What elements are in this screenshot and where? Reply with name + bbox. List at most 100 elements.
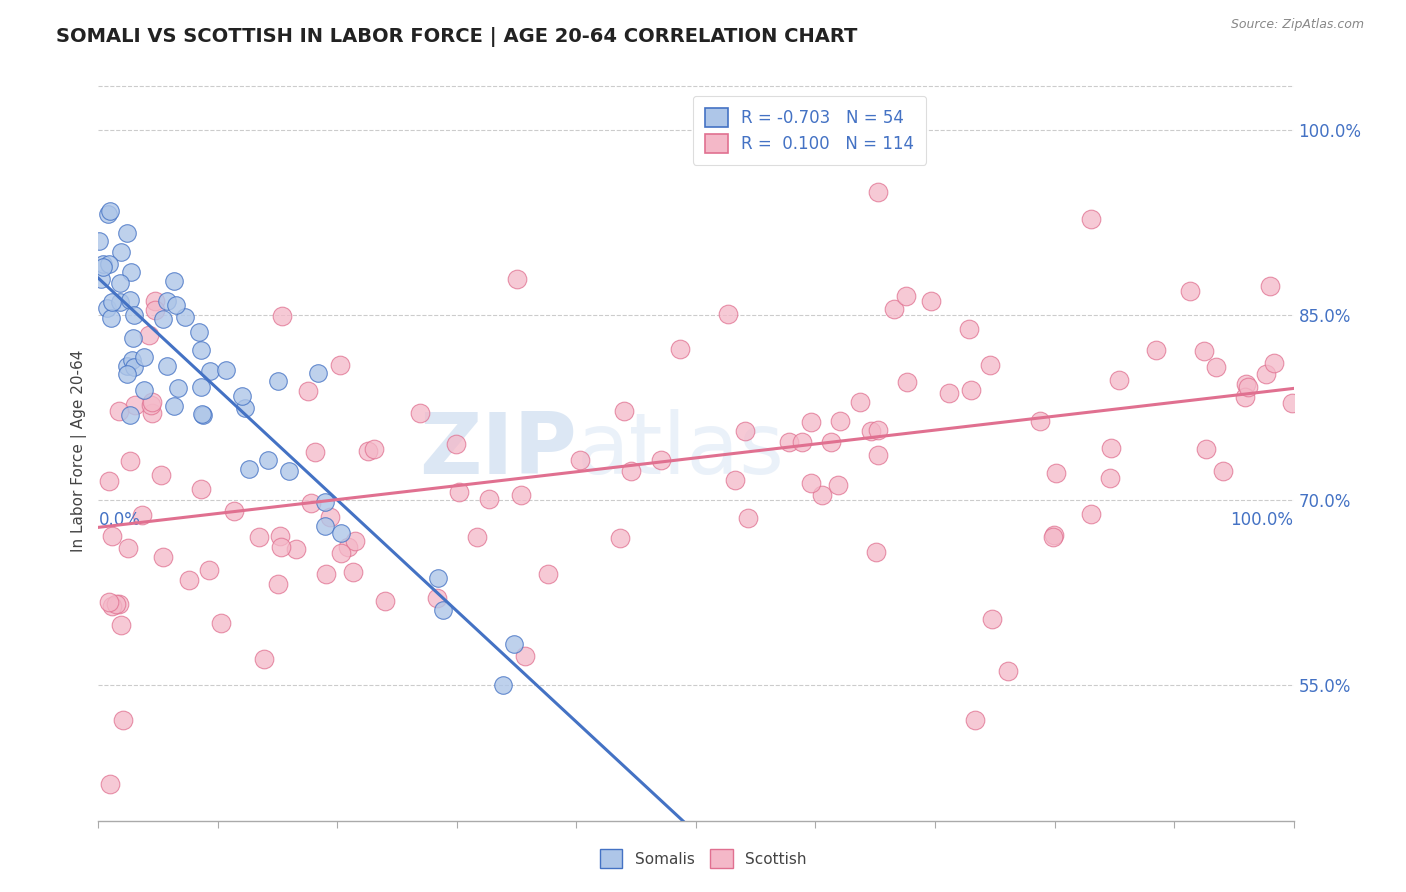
- Point: [121, 352, 143, 367]
- Point: [101, 599, 124, 614]
- Point: [198, 364, 221, 378]
- Point: [117, 541, 139, 555]
- Point: [1254, 367, 1277, 381]
- Point: [734, 425, 756, 439]
- Point: [1234, 390, 1257, 404]
- Point: [122, 308, 145, 322]
- Point: [107, 403, 129, 417]
- Point: [120, 265, 142, 279]
- Point: [669, 342, 692, 356]
- Text: 0.0%: 0.0%: [98, 511, 141, 529]
- Point: [790, 435, 813, 450]
- Point: [269, 529, 291, 543]
- Point: [920, 293, 942, 308]
- Point: [91, 260, 114, 275]
- Point: [304, 445, 326, 459]
- Point: [811, 487, 834, 501]
- Point: [409, 406, 432, 420]
- Point: [124, 359, 146, 374]
- Point: [124, 398, 146, 412]
- Point: [284, 542, 307, 557]
- Point: [193, 409, 215, 423]
- Point: [307, 366, 329, 380]
- Point: [93, 257, 115, 271]
- Point: [1205, 359, 1227, 374]
- Point: [432, 603, 454, 617]
- Point: [149, 467, 172, 482]
- Point: [224, 503, 246, 517]
- Point: [938, 386, 960, 401]
- Point: [737, 511, 759, 525]
- Point: [894, 289, 917, 303]
- Point: [799, 476, 821, 491]
- Point: [492, 678, 515, 692]
- Point: [233, 401, 256, 416]
- Point: [650, 453, 672, 467]
- Point: [143, 294, 166, 309]
- Point: [820, 434, 842, 449]
- Point: [1043, 528, 1066, 542]
- Point: [329, 526, 352, 541]
- Point: [120, 293, 142, 308]
- Point: [1237, 380, 1260, 394]
- Text: ZIP: ZIP: [419, 409, 576, 492]
- Point: [447, 484, 470, 499]
- Point: [117, 367, 139, 381]
- Point: [465, 530, 488, 544]
- Point: [108, 597, 131, 611]
- Point: [1258, 278, 1281, 293]
- Point: [427, 572, 450, 586]
- Text: SOMALI VS SCOTTISH IN LABOR FORCE | AGE 20-64 CORRELATION CHART: SOMALI VS SCOTTISH IN LABOR FORCE | AGE …: [56, 27, 858, 46]
- Point: [363, 442, 385, 457]
- Point: [828, 414, 851, 428]
- Point: [963, 713, 986, 727]
- Point: [198, 563, 221, 577]
- Point: [537, 567, 560, 582]
- Text: Source: ZipAtlas.com: Source: ZipAtlas.com: [1230, 18, 1364, 31]
- Point: [860, 424, 883, 438]
- Point: [1080, 507, 1102, 521]
- Point: [717, 307, 740, 321]
- Point: [141, 406, 163, 420]
- Point: [315, 567, 337, 582]
- Point: [108, 276, 131, 290]
- Point: [110, 618, 132, 632]
- Point: [101, 295, 124, 310]
- Point: [231, 389, 253, 403]
- Point: [156, 359, 179, 373]
- Y-axis label: In Labor Force | Age 20-64: In Labor Force | Age 20-64: [72, 350, 87, 551]
- Point: [138, 328, 160, 343]
- Point: [1178, 284, 1201, 298]
- Point: [271, 310, 294, 324]
- Point: [257, 453, 280, 467]
- Point: [297, 384, 319, 399]
- Point: [1144, 343, 1167, 357]
- Point: [478, 491, 501, 506]
- Point: [778, 434, 800, 449]
- Point: [503, 637, 526, 651]
- Point: [214, 363, 236, 377]
- Point: [209, 616, 232, 631]
- Point: [1108, 373, 1130, 387]
- Point: [318, 510, 340, 524]
- Point: [1263, 356, 1285, 370]
- Point: [97, 475, 120, 489]
- Point: [1099, 441, 1122, 455]
- Point: [336, 540, 359, 554]
- Point: [865, 544, 887, 558]
- Point: [314, 495, 336, 509]
- Point: [1195, 442, 1218, 456]
- Point: [330, 546, 353, 560]
- Point: [97, 207, 120, 221]
- Point: [270, 541, 292, 555]
- Point: [191, 407, 214, 421]
- Point: [357, 444, 380, 458]
- Point: [247, 530, 270, 544]
- Point: [1045, 467, 1067, 481]
- Point: [98, 257, 121, 271]
- Point: [141, 398, 163, 412]
- Point: [509, 488, 531, 502]
- Point: [981, 612, 1004, 626]
- Point: [143, 303, 166, 318]
- Point: [426, 591, 449, 606]
